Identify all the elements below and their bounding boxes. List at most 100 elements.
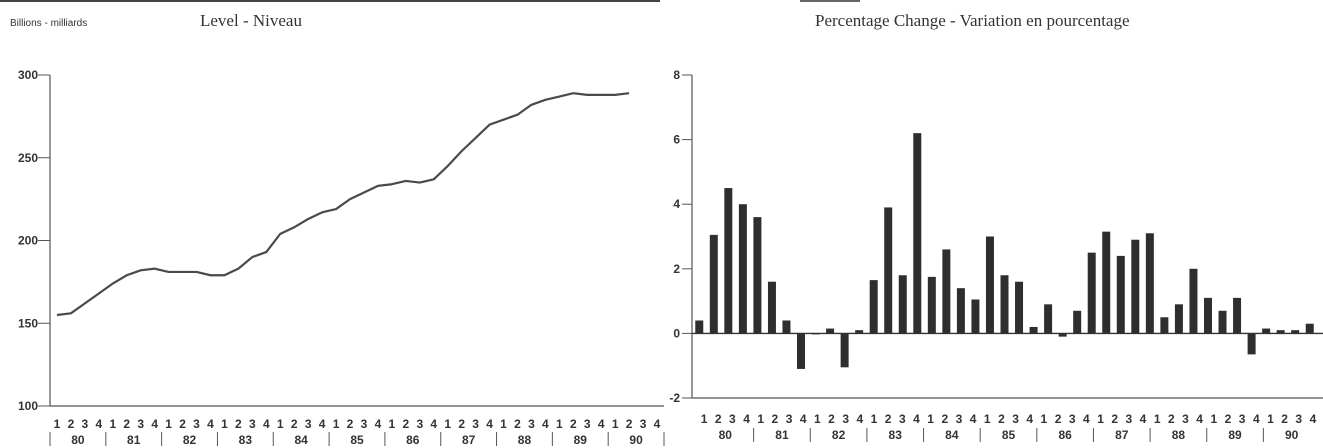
level-quarter-label: 3 <box>416 417 423 431</box>
pct-bar <box>724 188 733 334</box>
pct-year-label: 86 <box>1058 428 1072 442</box>
level-quarter-label: 4 <box>430 417 437 431</box>
level-year-label: 82 <box>183 433 197 447</box>
level-quarter-label: 3 <box>305 417 312 431</box>
top-rule-fragment <box>800 0 860 2</box>
level-quarter-label: 4 <box>654 417 661 431</box>
pct-bar <box>898 275 907 334</box>
pct-bar <box>1174 304 1183 334</box>
level-quarter-label: 4 <box>542 417 549 431</box>
pct-quarter-label: 3 <box>1069 412 1076 426</box>
pct-quarter-label: 2 <box>715 412 722 426</box>
pct-quarter-label: 3 <box>956 412 963 426</box>
pct-bar <box>1058 333 1067 337</box>
pct-bar <box>811 333 820 335</box>
pct-quarter-label: 3 <box>899 412 906 426</box>
pct-bar <box>1116 255 1125 334</box>
level-quarter-label: 2 <box>291 417 298 431</box>
pct-bar <box>942 249 951 334</box>
level-quarter-label: 2 <box>68 417 75 431</box>
pct-quarter-label: 3 <box>1182 412 1189 426</box>
pct-quarter-label: 3 <box>842 412 849 426</box>
level-quarter-label: 4 <box>375 417 382 431</box>
pct-quarter-label: 2 <box>828 412 835 426</box>
level-y-tick-label: 200 <box>18 234 38 248</box>
pct-quarter-label: 3 <box>786 412 793 426</box>
level-year-label: 86 <box>406 433 420 447</box>
pct-quarter-label: 4 <box>913 412 920 426</box>
pct-bar <box>753 217 762 334</box>
pct-quarter-label: 1 <box>1041 412 1048 426</box>
pct-quarter-label: 3 <box>1239 412 1246 426</box>
pct-bar <box>1044 304 1053 334</box>
pct-bar <box>1000 275 1009 334</box>
pct-bar <box>1145 233 1154 334</box>
pct-quarter-label: 1 <box>871 412 878 426</box>
level-quarter-label: 1 <box>165 417 172 431</box>
level-quarter-label: 1 <box>277 417 284 431</box>
pct-quarter-label: 4 <box>743 412 750 426</box>
pct-quarter-label: 4 <box>1253 412 1260 426</box>
pct-quarter-label: 4 <box>800 412 807 426</box>
pct-year-label: 87 <box>1115 428 1129 442</box>
level-chart-title: Level - Niveau <box>200 11 302 30</box>
level-quarter-label: 2 <box>347 417 354 431</box>
pct-year-label: 88 <box>1172 428 1186 442</box>
pct-quarter-label: 2 <box>1281 412 1288 426</box>
level-quarter-label: 1 <box>556 417 563 431</box>
level-quarter-label: 4 <box>151 417 158 431</box>
level-quarter-label: 1 <box>500 417 507 431</box>
pct-bar <box>797 333 806 369</box>
level-quarter-label: 2 <box>235 417 242 431</box>
pct-quarter-label: 4 <box>1140 412 1147 426</box>
pct-bar <box>1262 328 1271 334</box>
pct-year-label: 90 <box>1285 428 1299 442</box>
pct-bar <box>695 320 704 334</box>
level-year-label: 81 <box>127 433 141 447</box>
level-y-tick-label: 300 <box>18 68 38 82</box>
level-quarter-label: 3 <box>584 417 591 431</box>
pct-bar <box>1015 281 1024 334</box>
pct-bar <box>1087 252 1096 334</box>
level-y-tick-label: 150 <box>18 316 38 330</box>
level-year-label: 89 <box>574 433 588 447</box>
pct-quarter-label: 2 <box>1055 412 1062 426</box>
pct-bar <box>971 299 980 334</box>
pct-quarter-label: 1 <box>1210 412 1217 426</box>
pct-bar <box>1131 239 1140 334</box>
pct-bar <box>738 204 747 334</box>
pct-bar <box>927 276 936 334</box>
pct-bar <box>913 133 922 334</box>
pct-quarter-label: 3 <box>729 412 736 426</box>
pct-bar <box>869 280 878 334</box>
pct-year-label: 83 <box>889 428 903 442</box>
pct-quarter-label: 2 <box>1225 412 1232 426</box>
level-y-tick-label: 250 <box>18 151 38 165</box>
pct-y-tick-label: 6 <box>673 133 680 147</box>
pct-bar <box>1073 310 1082 334</box>
level-quarter-label: 2 <box>458 417 465 431</box>
level-quarter-label: 1 <box>333 417 340 431</box>
level-year-label: 85 <box>350 433 364 447</box>
level-quarter-label: 2 <box>626 417 633 431</box>
pct-quarter-label: 4 <box>1083 412 1090 426</box>
pct-quarter-label: 2 <box>1111 412 1118 426</box>
pct-year-label: 80 <box>719 428 733 442</box>
pct-quarter-label: 4 <box>856 412 863 426</box>
pct-bar <box>1203 297 1212 334</box>
pct-quarter-label: 4 <box>970 412 977 426</box>
level-quarter-label: 1 <box>54 417 61 431</box>
pct-y-tick-label: 0 <box>673 326 680 340</box>
level-quarter-label: 4 <box>598 417 605 431</box>
level-quarter-label: 1 <box>612 417 619 431</box>
pct-bar <box>840 333 849 368</box>
level-quarter-label: 2 <box>179 417 186 431</box>
level-quarter-label: 1 <box>221 417 228 431</box>
level-quarter-label: 1 <box>389 417 396 431</box>
level-series-line <box>56 92 630 317</box>
level-quarter-label: 3 <box>137 417 144 431</box>
pct-quarter-label: 3 <box>1126 412 1133 426</box>
level-quarter-label: 2 <box>570 417 577 431</box>
